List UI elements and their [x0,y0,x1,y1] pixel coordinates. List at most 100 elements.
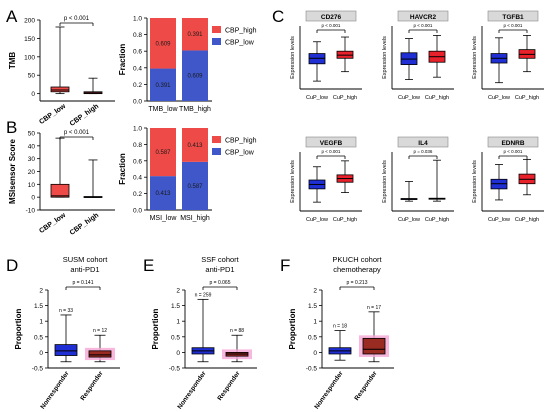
y-axis-label: TMB [8,52,17,70]
x-category-label: CuP_high [515,217,539,223]
y-tick-label: 2 [313,288,317,295]
bar-value-label: 0.609 [187,74,203,80]
y-tick-label: 0.5 [171,334,180,341]
x-category-label: CBP_high [69,212,100,237]
x-category-label: Responder [79,370,104,402]
x-category-label: Nonresponder [313,370,344,411]
bar-segment-cbp-high [150,18,176,69]
y-tick-label: 0.0 [133,99,142,106]
bar-value-label: 0.391 [187,32,203,38]
panel-subtitle: anti-PD1 [205,265,234,274]
y-axis-label: Proportion [14,308,23,349]
bar-value-label: 0.587 [155,150,171,156]
x-category-label: CuP_low [306,217,328,223]
y-axis-label: MSIsensor Score [8,138,17,203]
y-axis-label: Expression levels [290,160,296,203]
bar-value-label: 0.413 [155,191,171,197]
x-category-label: MSI_high [180,215,210,222]
sample-size-label: n = 18 [333,324,347,330]
facet-strip [397,10,449,22]
x-category-label: CuP_low [306,95,328,101]
bar-segment-cbp-high [182,128,208,162]
y-tick-label: 1.5 [171,303,180,310]
p-value-label: p < 0.001 [322,149,341,154]
bar-segment-cbp-low [150,68,176,101]
x-category-label: CuP_high [425,217,449,223]
x-category-label: Nonresponder [176,370,207,411]
y-tick-label: 100 [24,54,35,61]
p-value-label: p < 0.001 [64,16,90,22]
y-tick-label: 0.4 [133,175,142,182]
p-value-label: p = 0.213 [347,280,368,286]
panel-letter-F: F [280,256,290,275]
legend-label: CBP_low [225,40,255,47]
panel-letter-B: B [6,118,17,137]
bar-value-label: 0.391 [155,83,171,89]
y-tick-label: 200 [24,18,35,25]
p-value-label: p < 0.001 [414,23,433,28]
y-axis-label: Expression levels [382,160,388,203]
box-1 [50,86,70,93]
x-category-label: Nonresponder [39,370,70,411]
y-tick-label: 0.6 [133,158,142,165]
bar-value-label: 0.413 [187,143,203,149]
x-category-label: CuP_low [488,217,510,223]
y-axis-label: Expression levels [472,160,478,203]
sample-size-label: n = 12 [93,328,107,334]
y-tick-label: 0.5 [308,334,317,341]
facet-title: VEGFB [320,140,343,147]
y-tick-label: 0.0 [133,208,142,215]
y-tick-label: 30 [28,156,36,163]
panel-letter-C: C [272,7,284,26]
panel-title: SUSM cohort [63,255,109,264]
x-category-label: CBP_low [38,212,67,235]
legend-swatch-cbp-high [212,136,221,143]
facet-strip [487,10,539,22]
y-tick-label: 0 [31,91,35,98]
x-category-label: TMB_high [179,106,211,113]
legend-label: CBP_high [225,138,257,145]
y-tick-label: 0 [313,350,317,357]
legend-swatch-cbp-low [212,148,221,155]
facet-strip [487,136,539,148]
panel-letter-A: A [6,7,18,26]
y-tick-label: -10 [26,208,36,215]
p-value-label: p < 0.001 [504,23,523,28]
bar-value-label: 0.587 [187,184,203,190]
p-value-label: p = 0.065 [210,280,231,286]
sample-size-label: n = 33 [59,308,73,314]
bar-segment-cbp-high [150,128,176,177]
facet-strip [305,10,357,22]
x-category-label: CBP_high [69,103,100,128]
sample-size-label: n = 17 [367,305,381,311]
facet-title: HAVCR2 [410,14,437,21]
y-axis-label: Proportion [151,308,160,349]
sample-size-label: n = 88 [230,328,244,334]
y-tick-label: 0.8 [133,32,142,39]
x-category-label: Responder [353,370,378,402]
y-axis-label: Expression levels [472,36,478,79]
p-value-label: p < 0.001 [64,130,90,136]
y-tick-label: 50 [28,131,36,138]
y-tick-label: 0.2 [133,82,142,89]
y-tick-label: 10 [28,182,36,189]
y-tick-label: 0.2 [133,191,142,198]
x-category-label: CuP_low [398,217,420,223]
y-tick-label: 40 [28,143,36,150]
y-axis-label: Proportion [288,308,297,349]
legend-swatch-cbp-high [212,26,221,33]
panel-title: PKUCH cohort [332,255,382,264]
legend-label: CBP_low [225,150,255,157]
facet-title: EDNRB [501,140,524,147]
sample-size-label: n = 259 [195,292,212,298]
legend-swatch-cbp-low [212,38,221,45]
box-1 [50,183,70,198]
y-tick-label: 1.0 [133,126,142,133]
bar-segment-cbp-low [150,176,176,210]
bar-segment-cbp-high [182,18,208,51]
panel-letter-E: E [143,256,154,275]
legend-label: CBP_high [225,28,257,35]
y-tick-label: 1.5 [308,303,317,310]
box-2 [362,337,386,355]
